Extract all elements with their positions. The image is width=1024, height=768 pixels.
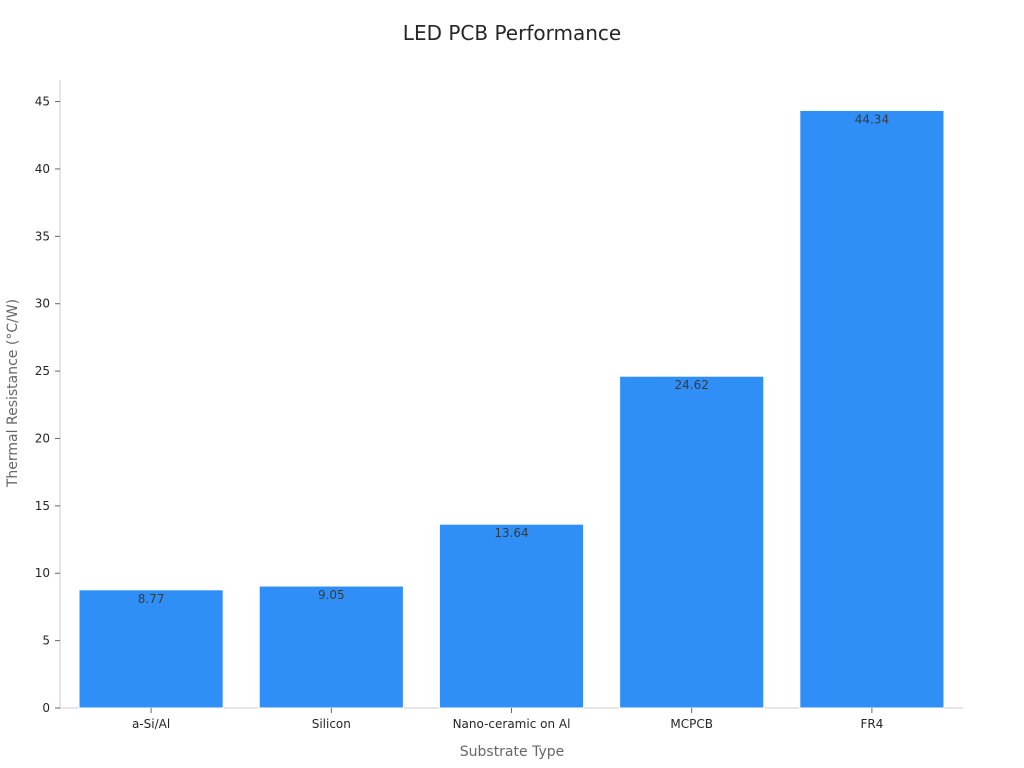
bar [78, 589, 224, 709]
x-tick-label: Nano-ceramic on Al [453, 717, 571, 731]
bar-value-label: 8.77 [138, 592, 165, 606]
y-tick-label: 5 [42, 634, 50, 648]
y-tick-label: 25 [35, 364, 50, 378]
y-axis-label: Thermal Resistance (°C/W) [5, 299, 21, 488]
bar-value-label: 13.64 [494, 526, 528, 540]
y-tick-label: 0 [42, 701, 50, 715]
x-tick-label: a-Si/Al [132, 717, 170, 731]
bar [619, 375, 765, 709]
y-tick-label: 10 [35, 566, 50, 580]
x-axis-label: Substrate Type [460, 744, 564, 760]
y-tick-label: 15 [35, 499, 50, 513]
y-tick-label: 30 [35, 297, 50, 311]
x-tick-label: MCPCB [670, 717, 713, 731]
y-tick-label: 20 [35, 431, 50, 445]
y-tick-label: 35 [35, 229, 50, 243]
bar-value-label: 44.34 [855, 112, 889, 126]
y-tick-label: 45 [35, 95, 50, 109]
y-axis-ticks: 0 5 10 15 20 25 30 35 40 45 [35, 95, 60, 715]
chart-title: LED PCB Performance [403, 21, 621, 45]
bar [799, 109, 945, 709]
x-tick-label: FR4 [860, 717, 883, 731]
y-tick-label: 40 [35, 162, 50, 176]
bar-value-label: 24.62 [675, 378, 709, 392]
bar [438, 523, 585, 709]
x-axis-ticks: a-Si/Al Silicon Nano-ceramic on Al MCPCB FR4 [132, 708, 883, 731]
bar-series: 8.77 9.05 13.64 24.62 44.34 [78, 109, 945, 709]
bar-value-label: 9.05 [318, 588, 345, 602]
bar [258, 585, 404, 709]
x-tick-label: Silicon [312, 717, 351, 731]
